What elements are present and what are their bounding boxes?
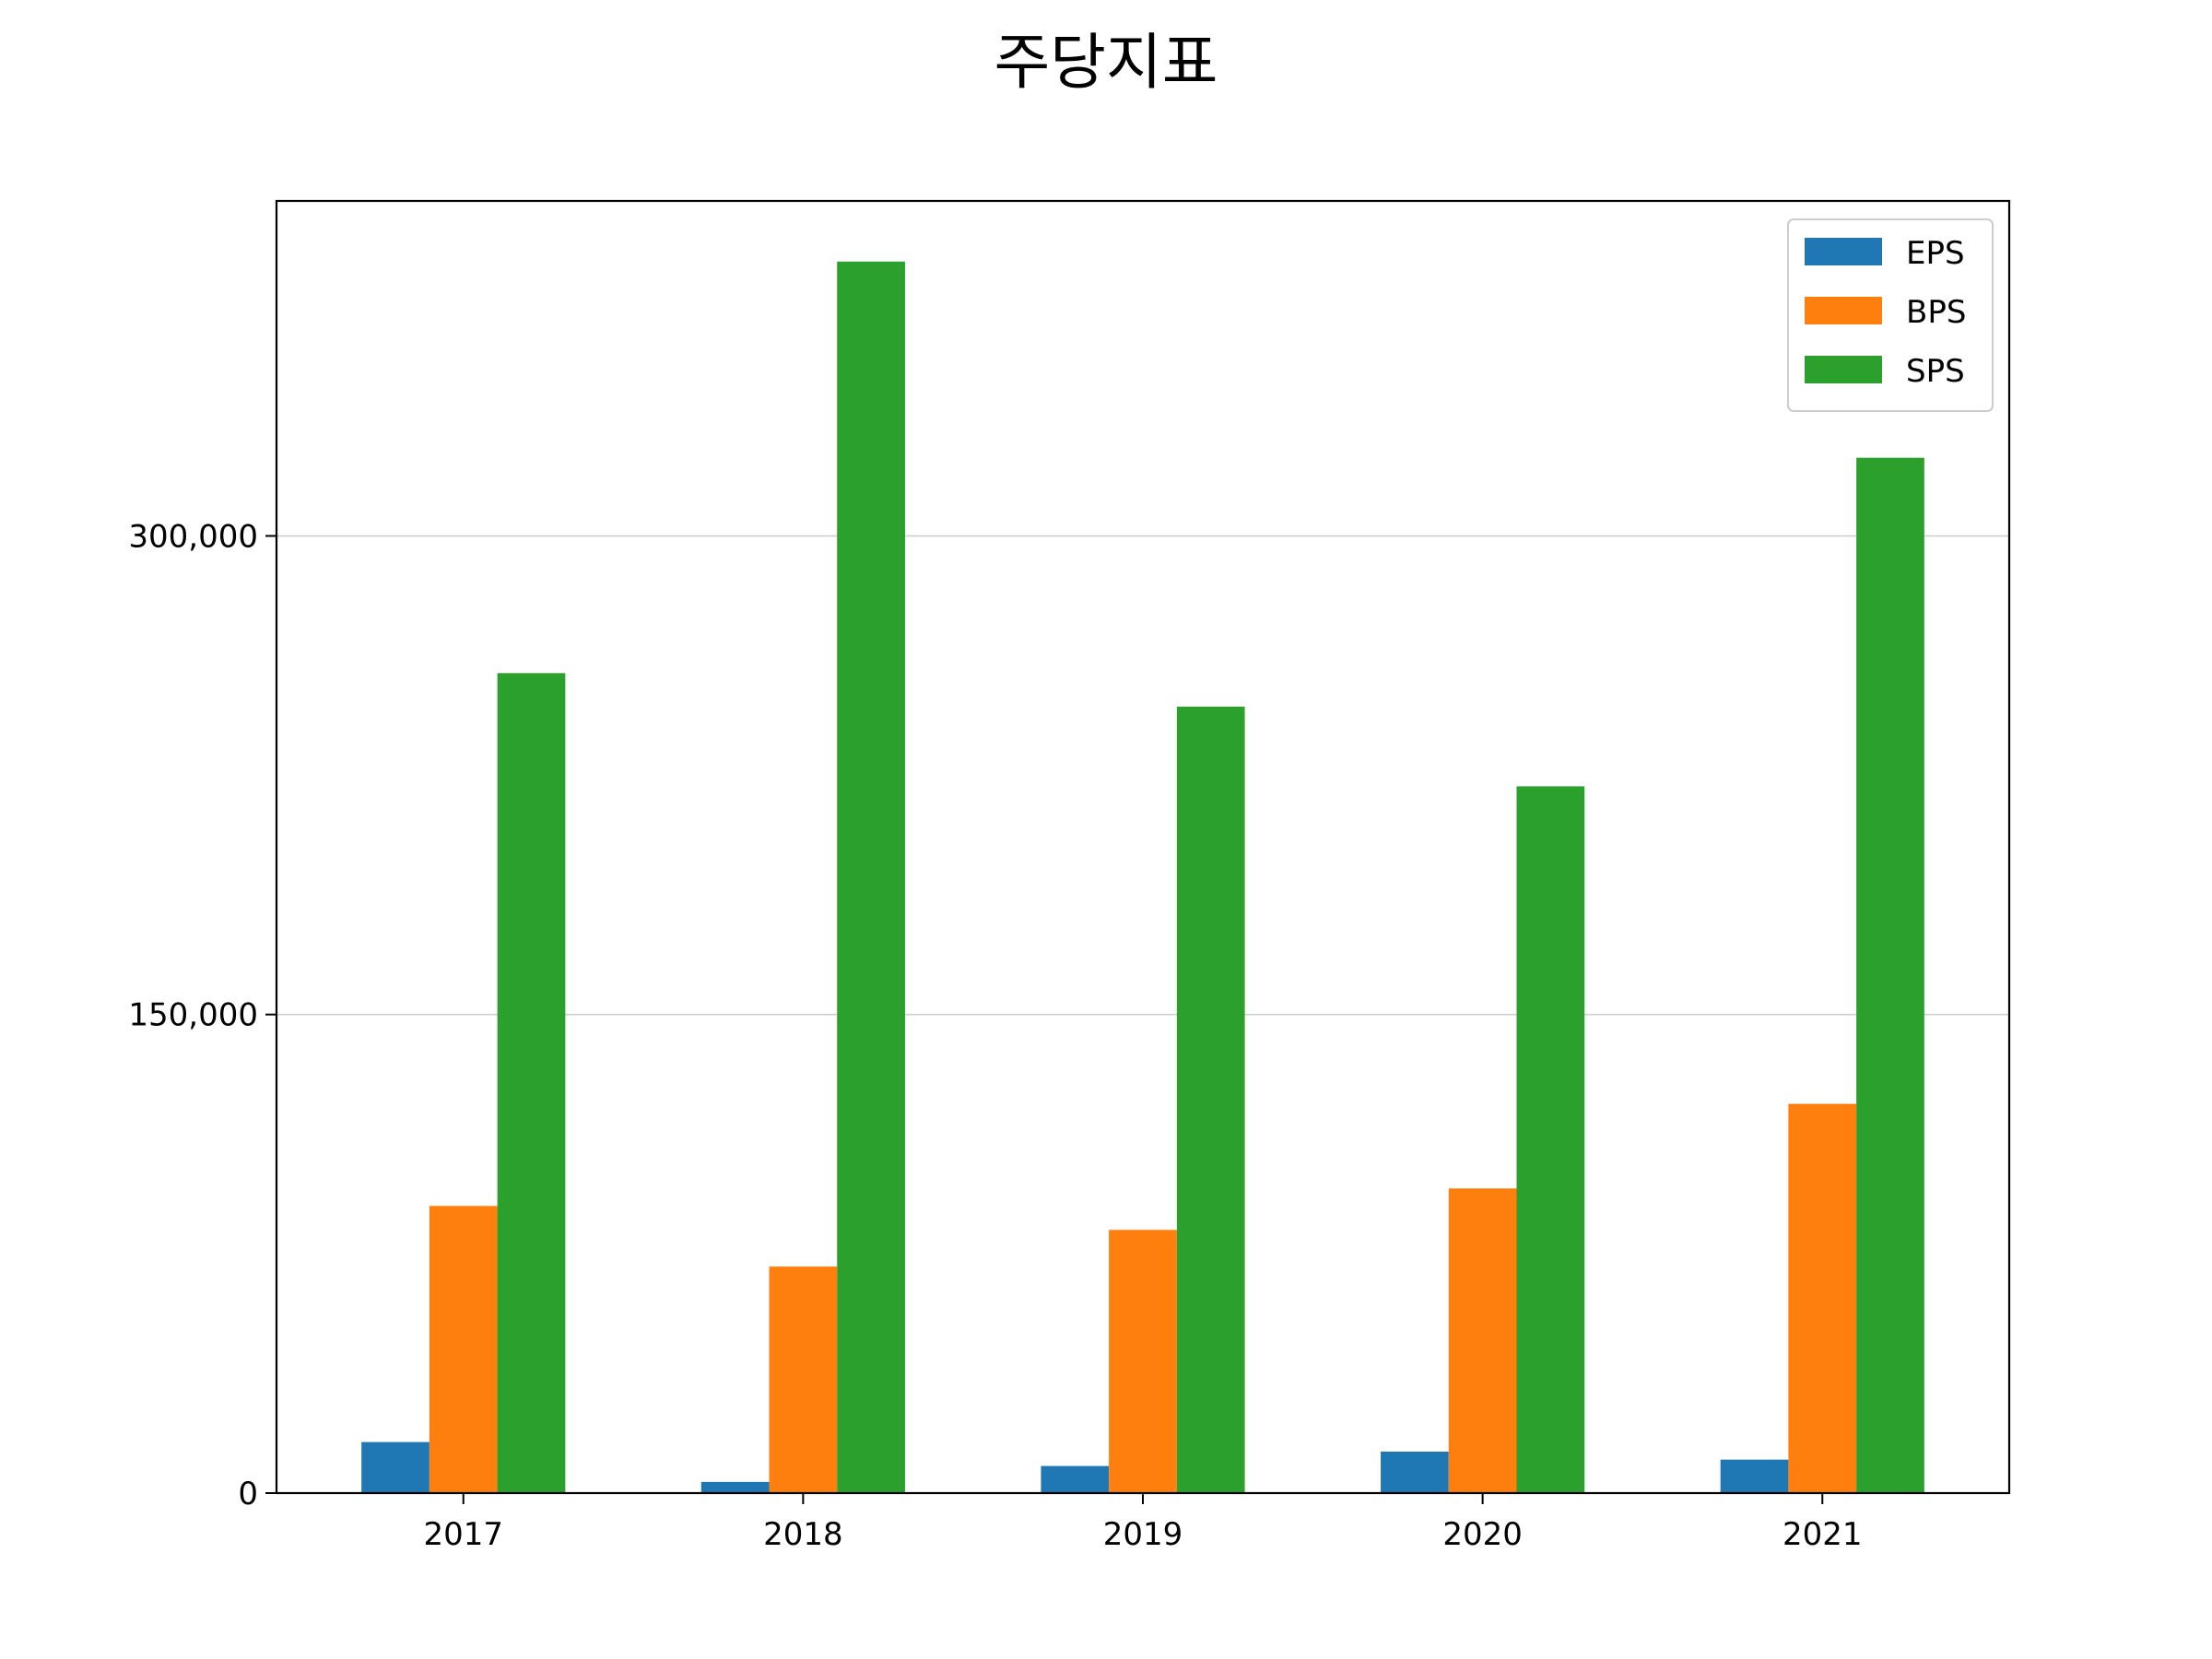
bar-eps-2018 xyxy=(700,1481,770,1493)
legend-swatch-sps xyxy=(1805,356,1882,383)
bar-sps-2018 xyxy=(837,261,905,1493)
bar-bps-2021 xyxy=(1788,1103,1857,1493)
bar-eps-2020 xyxy=(1381,1451,1449,1493)
bar-eps-2017 xyxy=(361,1441,429,1493)
y-tick-label: 300,000 xyxy=(128,518,258,555)
bar-eps-2019 xyxy=(1041,1465,1110,1493)
chart-title: 주당지표 xyxy=(994,27,1218,98)
bar-eps-2021 xyxy=(1720,1459,1789,1493)
x-tick-label: 2020 xyxy=(1442,1516,1523,1553)
x-tick-label: 2017 xyxy=(423,1516,503,1553)
legend-label-sps: SPS xyxy=(1906,353,1965,390)
bar-bps-2019 xyxy=(1109,1230,1177,1493)
legend: EPS BPS SPS xyxy=(1787,218,1994,412)
x-tick-label: 2018 xyxy=(763,1516,843,1553)
y-axis: 0 150,000 300,000 xyxy=(128,518,276,1512)
legend-swatch-bps xyxy=(1805,297,1882,324)
bar-bps-2020 xyxy=(1448,1188,1517,1493)
bars xyxy=(361,261,1924,1493)
legend-label-eps: EPS xyxy=(1906,235,1965,272)
legend-label-bps: BPS xyxy=(1906,294,1966,331)
bar-bps-2018 xyxy=(769,1266,838,1493)
x-tick-label: 2019 xyxy=(1103,1516,1183,1553)
bar-sps-2020 xyxy=(1516,786,1585,1493)
bar-sps-2021 xyxy=(1856,457,1924,1493)
bar-sps-2017 xyxy=(497,673,566,1493)
legend-swatch-eps xyxy=(1805,238,1882,265)
x-axis: 2017 2018 2019 2020 2021 xyxy=(423,1493,1863,1553)
y-tick-label: 150,000 xyxy=(128,997,258,1034)
bar-bps-2017 xyxy=(429,1206,498,1493)
y-tick-label: 0 xyxy=(238,1476,258,1512)
bar-sps-2019 xyxy=(1176,706,1245,1493)
x-tick-label: 2021 xyxy=(1783,1516,1863,1553)
